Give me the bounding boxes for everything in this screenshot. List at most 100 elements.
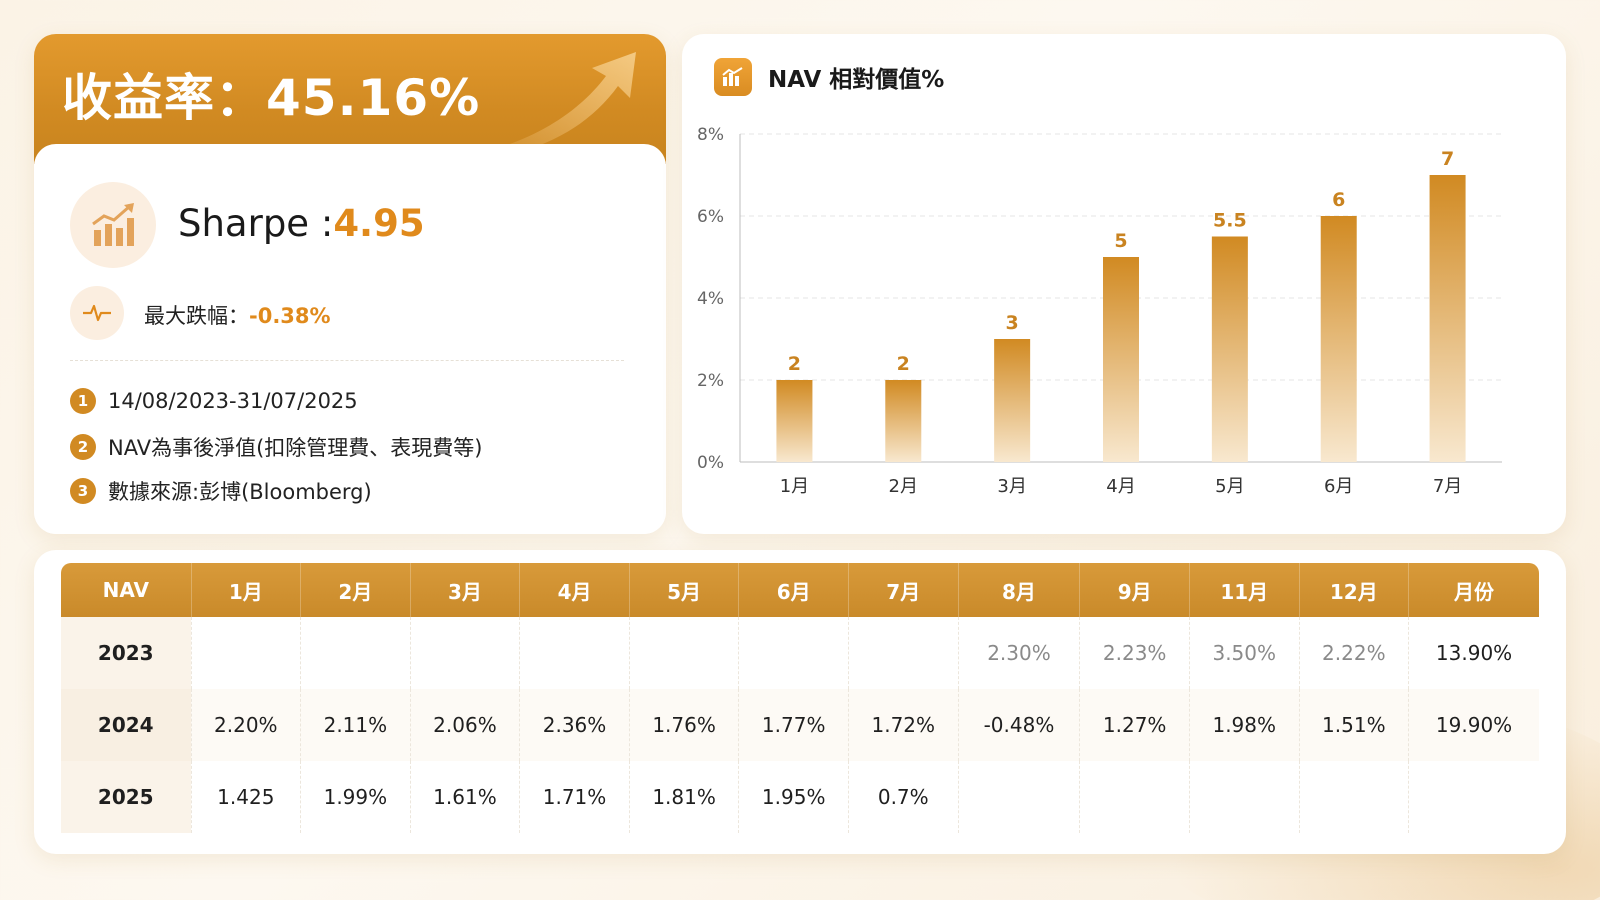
note-text: 數據來源:彭博(Bloomberg) (108, 480, 372, 504)
table-cell (519, 617, 630, 689)
sharpe-ratio: Sharpe :4.95 (178, 202, 425, 245)
data-label: 5.5 (1213, 210, 1247, 232)
note-text: 14/08/2023-31/07/2025 (108, 389, 358, 413)
return-title: 收益率：45.16% (62, 69, 481, 127)
bar (1103, 257, 1139, 462)
table-cell: 1.99% (300, 761, 411, 833)
table-cell (300, 617, 411, 689)
table-header-cell: 3月 (410, 563, 521, 617)
table-cell: 19.90% (1408, 689, 1539, 761)
table-cell: 2.23% (1079, 617, 1190, 689)
table-cell: 3.50% (1189, 617, 1300, 689)
table-cell (738, 617, 849, 689)
table-header-cell: 12月 (1299, 563, 1410, 617)
y-tick-label: 2% (697, 371, 724, 391)
table-cell: 2.06% (410, 689, 521, 761)
table-cell (848, 617, 959, 689)
x-tick-label: 6月 (1324, 476, 1353, 497)
data-label: 2 (788, 353, 801, 375)
monthly-nav-table-card: NAV 1月 2月 3月 4月 5月 6月 7月 8月 9月 11月 12月 月份 2023 2.30% 2… (34, 550, 1566, 854)
table-cell: 0.7% (848, 761, 959, 833)
x-tick-label: 7月 (1433, 476, 1462, 497)
monthly-nav-table: NAV 1月 2月 3月 4月 5月 6月 7月 8月 9月 11月 12月 月份 2023 2.30% 2… (61, 563, 1539, 833)
return-header: 收益率：45.16% (34, 34, 666, 164)
table-cell: 1.27% (1079, 689, 1190, 761)
x-tick-label: 3月 (997, 476, 1026, 497)
table-cell (1299, 761, 1410, 833)
data-label: 5 (1114, 230, 1127, 252)
data-label: 6 (1332, 189, 1345, 211)
sharpe-label: Sharpe : (178, 202, 334, 245)
table-cell: 1.95% (738, 761, 849, 833)
note-text: NAV為事後淨值(扣除管理費、表現費等) (108, 436, 483, 460)
bar (994, 339, 1031, 462)
table-header-row: NAV 1月 2月 3月 4月 5月 6月 7月 8月 9月 11月 12月 月份 (61, 563, 1539, 617)
table-header-cell: 7月 (848, 563, 959, 617)
table-row: 2024 2.20% 2.11% 2.06% 2.36% 1.76% 1.77% 1.72% -… (61, 689, 1539, 761)
table-cell: 2.20% (191, 689, 302, 761)
summary-card: 收益率：45.16% Sharpe :4.95 (34, 34, 666, 534)
note-item: 3 數據來源:彭博(Bloomberg) (70, 476, 372, 506)
y-tick-label: 6% (697, 207, 724, 227)
table-header-cell: 4月 (519, 563, 630, 617)
table-row: 2025 1.425 1.99% 1.61% 1.71% 1.81% 1.95% 0.7% (61, 761, 1539, 833)
max-drawdown: 最大跌幅：-0.38% (144, 300, 331, 330)
table-cell (1409, 761, 1539, 833)
table-header-nav: NAV (61, 563, 192, 617)
chart-card: NAV 相對價值% 0% 2% 4% 6% 8% 2 1月 2 2月 3 3月 5 4月 5.5 5月 6 6月… (682, 34, 1566, 534)
x-tick-label: 1月 (780, 476, 809, 497)
table-cell: -0.48% (958, 689, 1081, 761)
table-cell: 2.22% (1299, 617, 1410, 689)
note-item: 2 NAV為事後淨值(扣除管理費、表現費等) (70, 432, 482, 462)
table-cell: 1.76% (629, 689, 740, 761)
table-cell: 2.36% (519, 689, 630, 761)
bar (1429, 175, 1466, 462)
y-tick-label: 0% (697, 453, 724, 473)
bar (1211, 236, 1248, 462)
bar-chart: 0% 2% 4% 6% 8% 2 1月 2 2月 3 3月 5 4月 5.5 5月 6 6月 7 7月 (697, 125, 1502, 497)
data-label: 3 (1006, 312, 1019, 334)
chart-title: NAV 相對價值% (768, 67, 945, 93)
data-label: 2 (897, 353, 910, 375)
table-header-cell: 9月 (1079, 563, 1190, 617)
table-cell (191, 617, 302, 689)
table-header-cell: 6月 (738, 563, 849, 617)
x-tick-label: 5月 (1215, 476, 1244, 497)
summary-body: Sharpe :4.95 最大跌幅：-0.38% 1 14/08/2023-31… (34, 144, 666, 534)
table-header-cell: 2月 (300, 563, 411, 617)
sharpe-value: 4.95 (333, 202, 425, 245)
table-header-cell: 月份 (1408, 563, 1539, 617)
row-year: 2025 (61, 761, 192, 833)
bar (776, 380, 813, 462)
row-year: 2023 (61, 617, 192, 689)
table-cell: 2.30% (958, 617, 1081, 689)
table-cell: 1.61% (410, 761, 521, 833)
note-number: 2 (70, 434, 96, 460)
note-number: 3 (70, 478, 96, 504)
table-cell: 1.51% (1299, 689, 1410, 761)
drawdown-label: 最大跌幅： (144, 304, 249, 328)
bar (885, 380, 922, 462)
trend-arrow-icon (456, 52, 636, 164)
note-number: 1 (70, 388, 96, 414)
table-cell: 1.77% (738, 689, 849, 761)
row-year: 2024 (61, 689, 192, 761)
table-header-cell: 11月 (1189, 563, 1300, 617)
table-cell: 1.425 (191, 761, 302, 833)
bar (1320, 216, 1357, 462)
table-row: 2023 2.30% 2.23% 3.50% 2.22% 13.90% (61, 617, 1539, 689)
table-cell (1189, 761, 1300, 833)
table-cell (958, 761, 1081, 833)
table-header-cell: 1月 (191, 563, 302, 617)
table-cell: 1.98% (1189, 689, 1300, 761)
table-cell: 1.71% (519, 761, 630, 833)
y-tick-label: 4% (697, 289, 724, 309)
divider (70, 360, 624, 361)
bar-chart-growth-icon (70, 182, 156, 268)
table-cell: 13.90% (1435, 641, 1513, 665)
note-item: 1 14/08/2023-31/07/2025 (70, 388, 358, 414)
table-cell: 2.11% (300, 689, 411, 761)
table-cell: 1.72% (848, 689, 959, 761)
x-tick-label: 2月 (889, 476, 918, 497)
bar-chart-icon (714, 58, 752, 96)
